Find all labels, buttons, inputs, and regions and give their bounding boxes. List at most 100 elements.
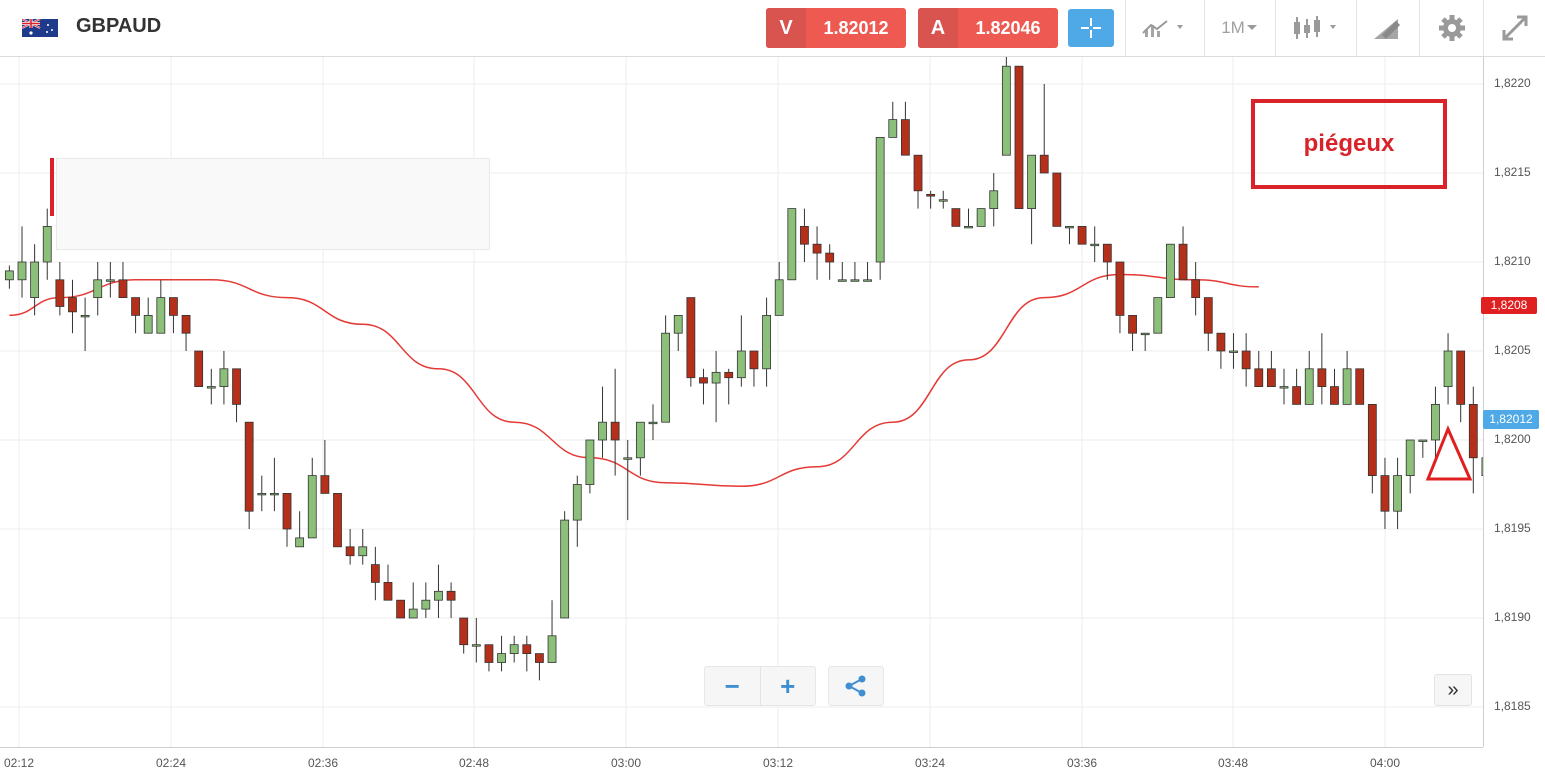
- candle-body: [509, 644, 519, 655]
- candle-body: [131, 297, 140, 316]
- candle-body: [535, 653, 544, 663]
- candle-body: [989, 190, 999, 210]
- candlestick-chart[interactable]: [0, 57, 1483, 747]
- candle-body: [1355, 368, 1365, 405]
- crosshair-icon: [1081, 18, 1101, 38]
- candle-body: [1317, 368, 1327, 387]
- candle-body: [749, 350, 759, 370]
- candle-body: [1405, 439, 1415, 476]
- candle-body: [459, 617, 469, 646]
- candle-body: [1027, 154, 1036, 209]
- fullscreen-button[interactable]: [1483, 0, 1545, 56]
- chevron-down-icon: [1246, 25, 1257, 30]
- zoom-out-button[interactable]: −: [724, 670, 740, 701]
- warning-triangle-icon: [1425, 425, 1473, 481]
- candle-body: [901, 119, 910, 156]
- candle-body: [926, 193, 936, 197]
- zoom-in-button[interactable]: +: [759, 667, 816, 705]
- candle-body: [964, 225, 973, 229]
- candle-body: [17, 261, 27, 281]
- annotation-box: piégeux: [1251, 99, 1447, 189]
- candle-body: [421, 599, 431, 610]
- candle-body: [623, 457, 633, 460]
- candle-body: [1304, 368, 1314, 405]
- scroll-right-button[interactable]: »: [1434, 674, 1472, 706]
- drawing-tools-button[interactable]: [1356, 0, 1419, 56]
- buy-button[interactable]: A 1.82046: [918, 8, 1058, 48]
- candle-body: [1216, 332, 1226, 352]
- candle-body: [1052, 172, 1062, 227]
- candle-body: [837, 279, 847, 282]
- candle-body: [724, 371, 734, 379]
- instrument-symbol: GBPAUD: [76, 15, 162, 37]
- candle-body: [396, 599, 406, 619]
- x-tick: 03:36: [1066, 756, 1098, 770]
- candle-body: [93, 279, 103, 299]
- sell-button[interactable]: V 1.82012: [766, 8, 906, 48]
- candle-body: [206, 386, 216, 389]
- y-tick: 1,8220: [1494, 76, 1531, 90]
- annotation-text: piégeux: [1303, 130, 1395, 157]
- candle-body: [951, 208, 961, 227]
- timeframe-button[interactable]: 1M: [1204, 0, 1275, 56]
- candle-body: [143, 314, 153, 334]
- candle-body: [661, 332, 671, 423]
- buy-label: A: [918, 8, 958, 48]
- indicators-button[interactable]: [1125, 0, 1204, 56]
- settings-button[interactable]: [1419, 0, 1483, 56]
- candle-body: [610, 421, 620, 441]
- candle-body: [4, 270, 14, 281]
- candle-body: [446, 590, 456, 601]
- x-tick: 03:24: [914, 756, 946, 770]
- candle-body: [118, 279, 128, 299]
- x-tick: 02:36: [307, 756, 339, 770]
- candle-body: [888, 119, 898, 138]
- candle-body: [774, 279, 784, 316]
- x-tick: 02:12: [3, 756, 35, 770]
- candle-body: [762, 314, 771, 370]
- candle-body: [408, 608, 418, 619]
- candle-body: [383, 582, 393, 601]
- candle-body: [232, 368, 241, 405]
- share-button[interactable]: [828, 666, 884, 706]
- candle-body: [244, 421, 254, 512]
- y-tick: 1,8200: [1494, 432, 1531, 446]
- candle-body: [800, 225, 809, 245]
- candle-body: [1077, 225, 1087, 245]
- candle-body: [699, 377, 708, 384]
- x-tick: 03:00: [610, 756, 642, 770]
- candle-body: [1443, 350, 1453, 387]
- candle-body: [812, 243, 822, 254]
- candle-body: [1065, 225, 1074, 229]
- candle-body: [345, 546, 355, 557]
- share-icon: [845, 675, 866, 697]
- candle-body: [686, 297, 696, 379]
- red-marker: [50, 158, 54, 216]
- y-tick: 1,8185: [1494, 699, 1531, 713]
- x-tick: 02:48: [458, 756, 490, 770]
- candle-body: [282, 492, 292, 530]
- candle-body: [825, 252, 835, 263]
- candle-body: [358, 546, 368, 557]
- candle-body: [471, 644, 481, 647]
- candle-body: [1191, 279, 1201, 299]
- candle-body: [181, 314, 191, 334]
- candle-body: [736, 350, 746, 379]
- chart-type-button[interactable]: [1275, 0, 1356, 56]
- candle-body: [711, 371, 721, 384]
- candle-body: [1292, 386, 1302, 405]
- candle-body: [169, 297, 178, 316]
- candle-body: [1140, 332, 1150, 336]
- y-tick: 1,8215: [1494, 165, 1531, 179]
- candle-body: [1456, 350, 1466, 405]
- candle-body: [1241, 350, 1251, 370]
- candle-body: [1166, 243, 1175, 298]
- candle-body: [194, 350, 204, 387]
- buy-price: 1.82046: [975, 17, 1041, 38]
- crosshair-button[interactable]: [1068, 9, 1114, 47]
- candle-body: [572, 484, 582, 521]
- x-tick: 02:24: [155, 756, 187, 770]
- candle-body: [269, 492, 279, 496]
- drawing-pen-icon: [1374, 19, 1400, 39]
- candle-body: [1102, 243, 1112, 263]
